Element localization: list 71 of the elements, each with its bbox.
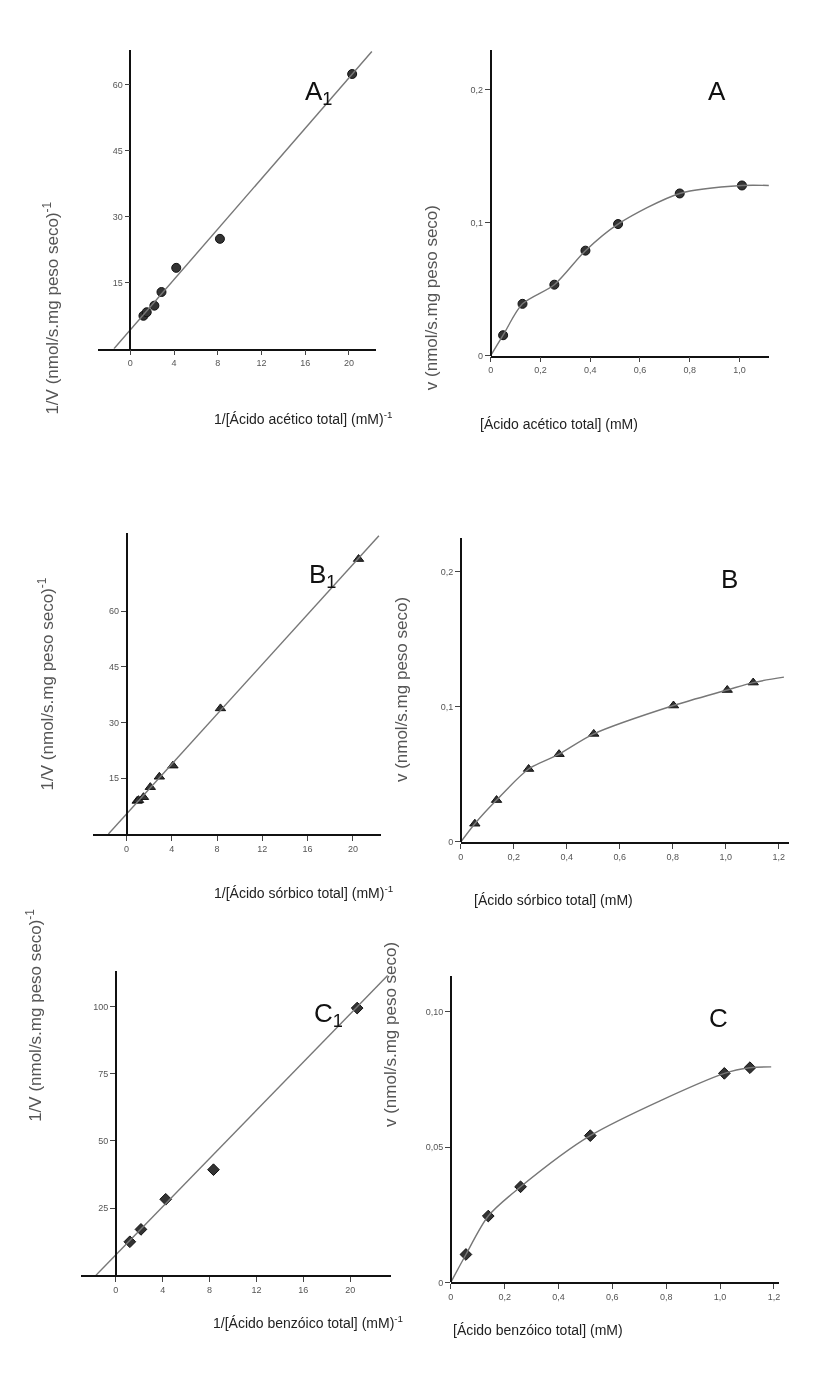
x-axis-title: 1/[Ácido acético total] (mM)$^{-1}$ [214, 409, 393, 427]
x-tick-label: 0,6 [606, 1291, 619, 1302]
x-axis-title: 1/[Ácido benzóico total] (mM)$^{-1}$ [213, 1313, 404, 1331]
x-tick-label: 1,0 [733, 365, 746, 376]
x-tick-label: 20 [345, 1284, 356, 1295]
x-tick-label: 0,2 [534, 365, 547, 376]
y-tick-label: 0,1 [440, 702, 454, 713]
y-tick-label: 75 [98, 1068, 109, 1079]
y-tick-label: 30 [112, 212, 123, 223]
x-tick-label: 20 [347, 843, 358, 854]
text: B$_{1}$ [309, 559, 337, 593]
text: B [721, 564, 739, 594]
x-tick-label: 0,4 [583, 365, 597, 376]
y-tick-label: 0,2 [440, 566, 454, 577]
x-tick-label: 16 [300, 358, 311, 369]
x-tick-label: 4 [171, 358, 177, 369]
x-tick-label: 8 [215, 358, 221, 369]
y-tick-label: 15 [108, 773, 119, 784]
y-tick-label: 0,1 [470, 217, 484, 228]
y-tick-label: 45 [108, 661, 119, 672]
y-tick-label: 30 [108, 717, 119, 728]
x-tick-label: 0,6 [633, 365, 647, 376]
y-tick-label: 0 [478, 350, 484, 361]
x-tick-label: 0,4 [552, 1291, 565, 1302]
x-tick-label: 8 [207, 1284, 213, 1295]
x-tick-label: 0 [488, 365, 494, 376]
x-tick-label: 12 [256, 358, 267, 369]
x-tick-label: 20 [343, 358, 354, 369]
y-tick-label: 0,10 [425, 1006, 444, 1017]
x-tick-label: 4 [169, 843, 175, 854]
y-tick-label: 0 [438, 1277, 444, 1288]
x-tick-label: 4 [160, 1284, 166, 1295]
x-tick-label: 8 [214, 843, 220, 854]
y-tick-label: 45 [112, 146, 123, 157]
y-tick-label: 50 [98, 1136, 109, 1147]
x-axis-title: [Ácido benzóico total] (mM) [453, 1322, 623, 1338]
x-tick-label: 12 [251, 1284, 262, 1295]
x-tick-label: 0 [124, 843, 130, 854]
y-tick-label: 60 [112, 80, 123, 91]
text: A [708, 76, 726, 106]
x-tick-label: 0,8 [666, 851, 679, 862]
x-tick-label: 0,2 [507, 851, 521, 862]
y-tick-label: 25 [98, 1203, 109, 1214]
y-axis-title: v (nmol/s.mg peso seco) [392, 596, 412, 783]
y-tick-label: 15 [112, 277, 123, 288]
x-tick-label: 1,2 [767, 1291, 781, 1302]
x-axis-title: [Ácido acético total] (mM) [480, 416, 638, 432]
x-tick-label: 0 [458, 851, 464, 862]
x-tick-label: 12 [257, 843, 268, 854]
x-tick-label: 1,0 [719, 851, 732, 862]
x-tick-label: 0,4 [560, 851, 573, 862]
text: A$_{1}$ [305, 76, 333, 110]
x-tick-label: 1,2 [772, 851, 785, 862]
x-axis-title: [Ácido sórbico total] (mM) [474, 892, 633, 908]
x-tick-label: 0,6 [613, 851, 626, 862]
y-tick-label: 100 [93, 1001, 109, 1012]
x-tick-label: 16 [302, 843, 313, 854]
y-tick-label: 0,05 [425, 1142, 444, 1153]
x-tick-label: 0,8 [683, 365, 696, 376]
text: C [709, 1003, 728, 1033]
x-tick-label: 16 [298, 1284, 309, 1295]
y-tick-label: 0,2 [470, 84, 484, 95]
x-tick-label: 1,0 [713, 1291, 727, 1302]
text: C$_{1}$ [314, 998, 343, 1032]
x-tick-label: 0,8 [659, 1291, 673, 1302]
x-tick-label: 0 [127, 358, 133, 369]
x-tick-label: 0,2 [498, 1291, 511, 1302]
x-axis-title: 1/[Ácido sórbico total] (mM)$^{-1}$ [214, 883, 394, 901]
y-axis-title: v (nmol/s.mg peso seco) [381, 941, 401, 1128]
y-axis-title: v (nmol/s.mg peso seco) [421, 205, 441, 391]
y-tick-label: 60 [108, 606, 119, 617]
